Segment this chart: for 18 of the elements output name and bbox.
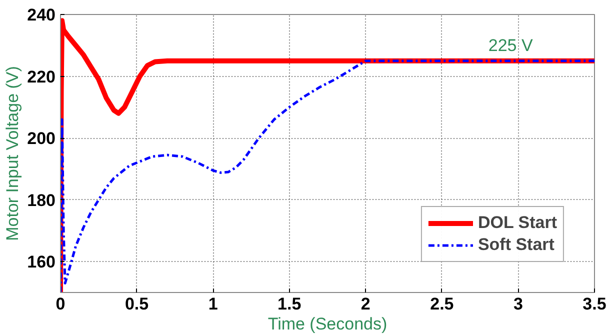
x-tick-label: 2 — [360, 294, 370, 314]
y-tick-label: 240 — [27, 6, 56, 24]
x-tick-label: 0.5 — [124, 294, 149, 314]
legend-label: Soft Start — [478, 235, 554, 255]
x-tick-label: 1 — [208, 294, 218, 314]
y-axis-title: Motor Input Voltage (V) — [3, 66, 22, 241]
x-axis-title: Time (Seconds) — [268, 314, 388, 334]
x-tick-label: 3 — [513, 294, 523, 314]
y-tick-label: 220 — [27, 67, 56, 86]
y-tick-label: 160 — [27, 252, 56, 272]
x-tick-label: 2.5 — [430, 294, 454, 314]
x-tick-label: 1.5 — [278, 294, 302, 314]
annotation: 225 V — [488, 36, 534, 55]
y-tick-label: 180 — [27, 190, 56, 210]
x-tick-label: 3.5 — [582, 294, 606, 314]
legend-label: DOL Start — [478, 213, 557, 233]
y-tick-label: 200 — [27, 129, 56, 148]
x-tick-label: 0 — [56, 294, 66, 314]
